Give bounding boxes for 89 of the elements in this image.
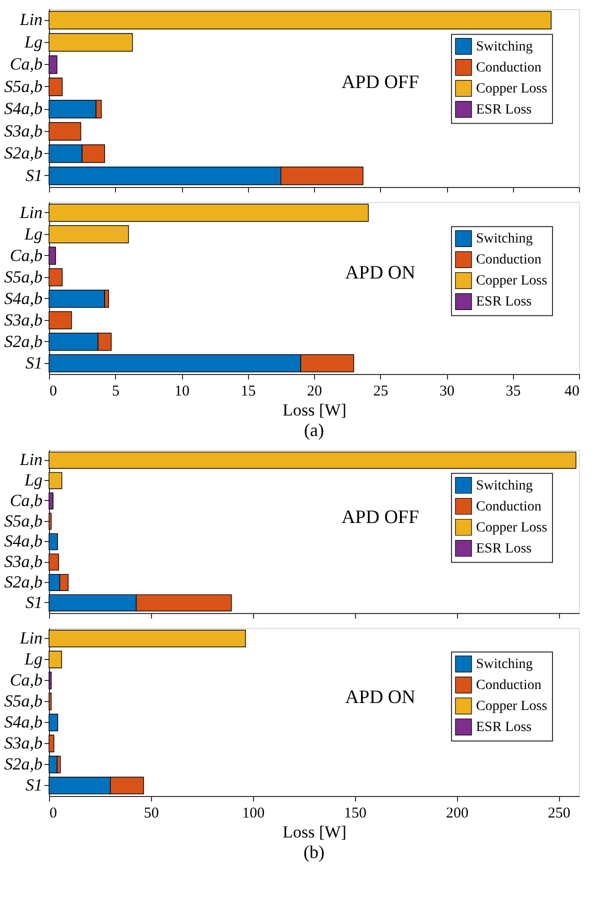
legend-label: Copper Loss <box>476 81 548 96</box>
bar <box>48 734 54 752</box>
legend-label: Switching <box>476 478 533 494</box>
legend-label: ESR Loss <box>476 541 532 556</box>
annotation: APD ON <box>345 262 416 284</box>
legend-label: Copper Loss <box>476 520 548 536</box>
y-tick-label: S5a,b <box>4 692 42 710</box>
annotation: APD OFF <box>341 506 420 528</box>
y-tick-label: S4a,b <box>4 288 42 308</box>
legend-label: ESR Loss <box>476 102 532 118</box>
y-tick-label: Ca,b <box>10 490 42 510</box>
bar <box>48 78 63 96</box>
y-tick-label: Lin <box>18 10 42 30</box>
y-tick-label: S1 <box>26 353 42 372</box>
x-tick-label: 20 <box>307 384 322 400</box>
y-tick-label: Lg <box>24 470 42 490</box>
y-tick-label: S4a,b <box>4 712 42 732</box>
y-tick-label: Ca,b <box>10 54 42 74</box>
bar <box>48 533 58 550</box>
y-tick-label: S3a,b <box>4 552 42 572</box>
bar <box>48 714 58 732</box>
y-tick-label: S3a,b <box>4 734 42 752</box>
y-tick-label: S5a,b <box>4 267 42 286</box>
legend-label: Conduction <box>476 252 542 268</box>
y-tick-label: S1 <box>26 592 42 612</box>
x-axis-title: Loss [W] <box>282 822 346 842</box>
bar <box>48 672 52 690</box>
x-tick-label: 0 <box>50 806 57 822</box>
annotation: APD ON <box>345 686 416 708</box>
bar <box>48 55 58 74</box>
y-tick-label: Lg <box>24 650 42 668</box>
x-tick-label: 250 <box>548 806 570 822</box>
bar <box>48 492 54 510</box>
x-tick-label: 25 <box>373 384 388 400</box>
y-tick-label: S2a,b <box>4 572 42 592</box>
bar <box>48 756 58 774</box>
y-tick-label: S3a,b <box>4 121 42 140</box>
bar <box>48 33 133 52</box>
legend-label: ESR Loss <box>476 294 532 310</box>
y-tick-label: S4a,b <box>4 99 42 118</box>
legend-label: Copper Loss <box>476 274 548 289</box>
x-tick-label: 35 <box>506 384 521 400</box>
x-tick-label: 200 <box>446 806 468 822</box>
legend-label: Conduction <box>476 60 542 76</box>
annotation: APD OFF <box>341 72 420 93</box>
bar <box>48 650 62 668</box>
y-tick-label: Lin <box>18 450 42 470</box>
y-tick-label: S2a,b <box>4 754 42 774</box>
x-tick-label: 15 <box>240 384 256 400</box>
x-tick-label: 40 <box>564 384 580 400</box>
y-tick-label: Ca,b <box>10 670 42 690</box>
y-tick-label: S3a,b <box>4 310 42 330</box>
legend-label: Switching <box>476 232 533 247</box>
bar <box>48 512 52 530</box>
y-tick-label: Lg <box>24 224 42 244</box>
bar <box>48 472 62 490</box>
text: (a) <box>304 420 324 440</box>
bar <box>48 630 246 648</box>
bar <box>48 554 59 571</box>
bar <box>48 10 552 30</box>
bar <box>48 692 52 710</box>
y-tick-label: Lin <box>18 628 42 648</box>
y-tick-label: Lg <box>24 32 42 52</box>
legend-label: Switching <box>476 39 533 54</box>
y-tick-label: Lin <box>18 202 42 222</box>
bar <box>48 452 576 469</box>
legend-label: Conduction <box>476 499 542 514</box>
x-tick-label: 50 <box>144 806 159 822</box>
y-tick-label: S2a,b <box>4 332 42 351</box>
legend-label: Conduction <box>476 678 542 694</box>
y-tick-label: S5a,b <box>4 511 42 530</box>
x-tick-label: 100 <box>242 806 265 822</box>
y-tick-label: S1 <box>26 776 42 794</box>
x-tick-label: 10 <box>174 384 190 400</box>
x-tick-label: 0 <box>50 384 57 400</box>
x-axis-title: Loss [W] <box>282 400 346 420</box>
y-tick-label: S2a,b <box>4 144 42 163</box>
text: (b) <box>304 842 324 862</box>
y-tick-label: S5a,b <box>4 76 42 96</box>
legend-label: Switching <box>476 657 533 672</box>
y-tick-label: Ca,b <box>10 246 42 265</box>
y-tick-label: S1 <box>26 166 42 185</box>
y-tick-label: S4a,b <box>4 532 42 551</box>
x-tick-label: 5 <box>112 384 120 400</box>
legend-label: ESR Loss <box>476 720 532 736</box>
bar <box>48 122 82 141</box>
legend-label: Copper Loss <box>476 699 548 714</box>
x-tick-label: 150 <box>344 806 367 822</box>
x-tick-label: 30 <box>440 384 454 400</box>
